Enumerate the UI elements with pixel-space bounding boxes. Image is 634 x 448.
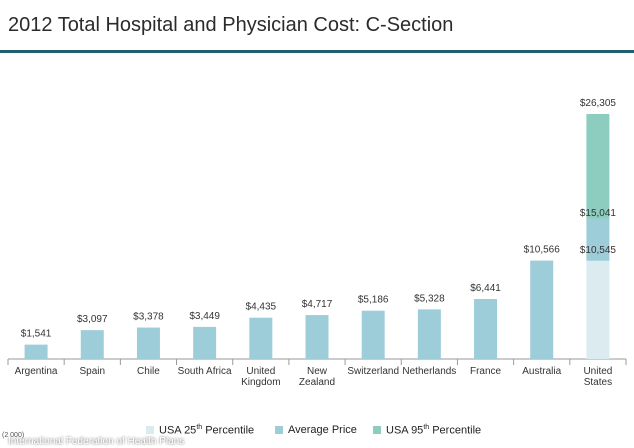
bar-usa-95th-percentile (586, 114, 610, 219)
data-label-argentina: $1,541 (21, 329, 52, 340)
x-tick-label: Zealand (299, 377, 335, 388)
data-label-france: $6,441 (470, 283, 501, 294)
x-tick-label: Australia (522, 366, 561, 377)
bar-spain (80, 330, 104, 359)
x-tick-label: United (246, 366, 275, 377)
legend-label: Average Price (288, 424, 357, 436)
data-label-new-zealand: $4,717 (302, 299, 333, 310)
bar-france (474, 299, 498, 359)
x-tick-label: Switzerland (347, 366, 399, 377)
bar-usa-average (586, 218, 610, 261)
x-tick-label: South Africa (178, 366, 232, 377)
legend-item: USA 25th Percentile (146, 424, 254, 437)
data-label-netherlands: $5,328 (414, 293, 445, 304)
x-tick-label: France (470, 366, 502, 377)
legend-item: Average Price (275, 424, 357, 436)
bar-united-kingdom (249, 317, 273, 359)
x-tick-label: Kingdom (241, 377, 280, 388)
data-label-switzerland: $5,186 (358, 295, 389, 306)
legend-swatch (146, 426, 154, 435)
data-label-usa-95th: $26,305 (580, 98, 617, 109)
data-label-united-kingdom: $4,435 (246, 302, 277, 313)
bar-chart: $1,541 Argentina $3,097 Spain $3,378 Chile $3,… (7, 98, 627, 388)
x-tick-label: Spain (79, 366, 105, 377)
data-label-spain: $3,097 (77, 314, 108, 325)
bar-usa-25th-percentile (586, 260, 610, 359)
x-tick-label: Chile (137, 366, 160, 377)
x-tick-label: States (584, 377, 612, 388)
data-label-chile: $3,378 (133, 312, 164, 323)
data-label-usa-25th: $10,545 (580, 245, 617, 256)
footer-note: (2 000) (2, 432, 25, 439)
legend-item: USA 95th Percentile (373, 424, 481, 437)
bar-argentina (24, 344, 48, 359)
bar-chile (136, 327, 160, 359)
bar-new-zealand (305, 315, 329, 359)
data-label-australia: $10,566 (524, 245, 561, 256)
chart-title: 2012 Total Hospital and Physician Cost: … (8, 14, 454, 36)
bar-australia (530, 260, 554, 359)
legend-label: USA 25th Percentile (159, 424, 255, 437)
bar-south-africa (193, 326, 217, 359)
bar-switzerland (361, 310, 385, 359)
title-rule (0, 50, 634, 53)
x-tick-label: New (307, 366, 328, 377)
chart-legend: USA 25th Percentile Average Price USA 95th… (0, 424, 634, 442)
bar-netherlands (417, 309, 441, 359)
legend-label: USA 95th Percentile (386, 424, 482, 437)
data-label-south-africa: $3,449 (189, 311, 220, 322)
legend-swatch (275, 426, 283, 434)
x-tick-label: Netherlands (402, 366, 456, 377)
x-tick-label: United (583, 366, 612, 377)
x-tick-label: Argentina (15, 366, 58, 377)
data-label-usa-average: $15,041 (580, 208, 617, 219)
legend-swatch (373, 426, 381, 435)
source-credit: International Federation of Health Plans (8, 436, 185, 447)
